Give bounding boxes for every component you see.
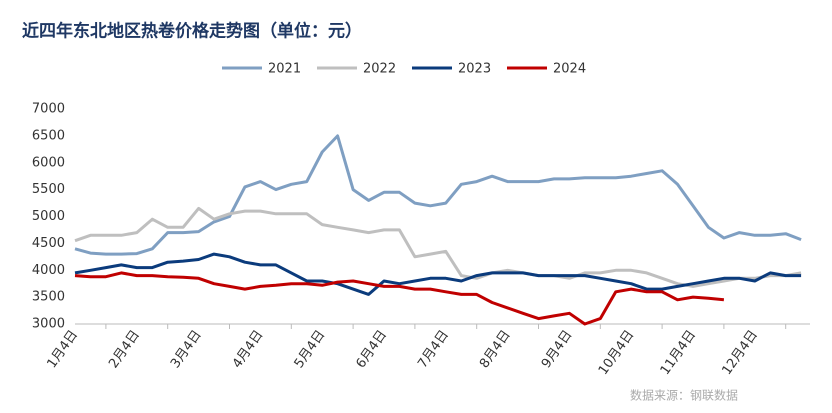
legend-label: 2023	[458, 62, 491, 77]
y-tick-label: 4000	[32, 263, 65, 278]
legend-label: 2021	[268, 62, 301, 77]
x-tick-label: 2月4日	[106, 328, 143, 371]
x-tick-label: 1月4日	[44, 328, 81, 371]
legend-label: 2024	[553, 62, 586, 77]
x-tick-label: 3月4日	[168, 328, 205, 371]
x-tick-label: 6月4日	[353, 328, 390, 371]
y-tick-label: 6000	[32, 155, 65, 170]
x-tick-label: 9月4日	[539, 328, 576, 371]
x-tick-label: 11月4日	[658, 328, 699, 378]
x-tick-label: 5月4日	[292, 328, 329, 371]
y-tick-label: 7000	[32, 102, 65, 117]
x-tick-label: 4月4日	[230, 328, 267, 371]
series-line	[74, 134, 802, 256]
legend-label: 2022	[363, 62, 396, 77]
series-line	[74, 206, 802, 288]
y-tick-label: 6500	[32, 128, 65, 143]
series-line	[74, 271, 725, 326]
series-line	[74, 252, 802, 296]
source-note: 数据来源：钢联数据	[630, 388, 738, 403]
y-tick-label: 3000	[32, 317, 65, 332]
y-tick-label: 4500	[32, 236, 65, 251]
y-tick-label: 5500	[32, 182, 65, 197]
y-tick-label: 3500	[32, 290, 65, 305]
x-tick-label: 8月4日	[477, 328, 514, 371]
x-tick-label: 7月4日	[415, 328, 452, 371]
chart-title: 近四年东北地区热卷价格走势图（单位：元）	[22, 21, 362, 42]
x-tick-label: 12月4日	[720, 328, 761, 378]
x-tick-label: 10月4日	[596, 328, 637, 378]
y-tick-label: 5000	[32, 209, 65, 224]
